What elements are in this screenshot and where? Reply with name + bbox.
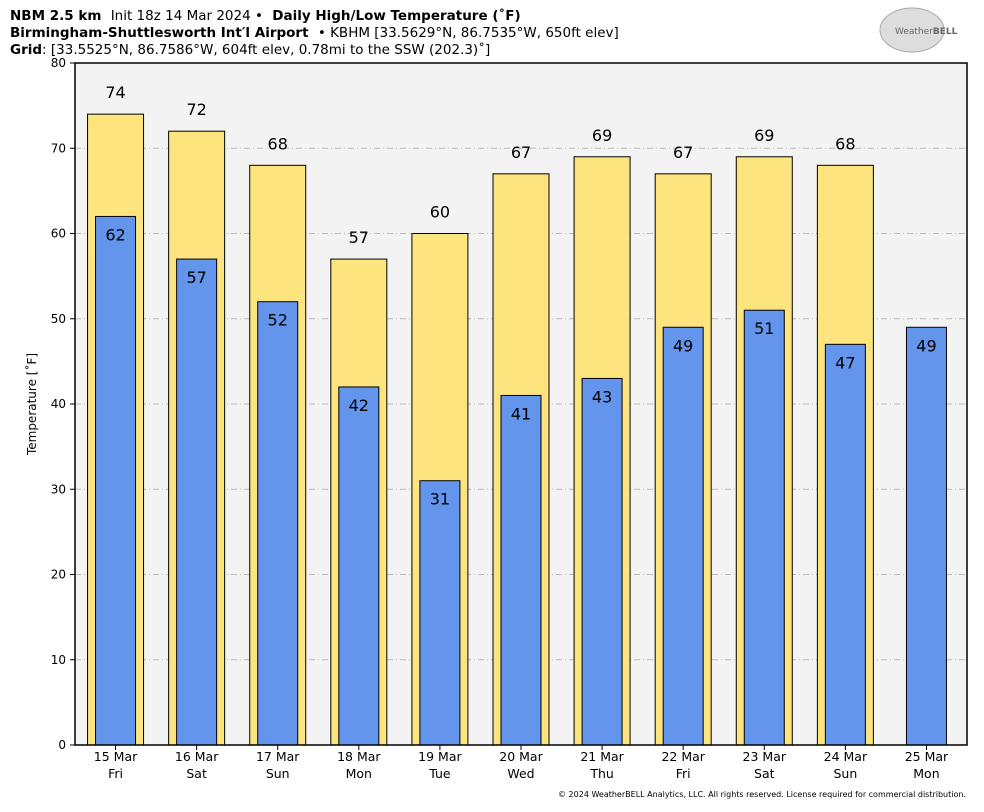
data-label: 67 bbox=[511, 143, 531, 162]
data-label: 62 bbox=[105, 225, 125, 244]
subtitle-part: Birmingham-Shuttlesworth Int′l Airport bbox=[10, 25, 309, 41]
y-tick-label: 0 bbox=[58, 738, 66, 752]
data-label: 42 bbox=[349, 396, 369, 415]
x-tick-label: 20 Mar bbox=[499, 749, 543, 764]
y-axis-label: Temperature [˚F] bbox=[24, 353, 39, 456]
x-tick-label: 21 Mar bbox=[580, 749, 624, 764]
grid-info: Grid: [33.5525°N, 86.7586°W, 604ft elev,… bbox=[10, 41, 490, 58]
data-label: 72 bbox=[186, 100, 206, 119]
x-tick-sublabel: Sun bbox=[833, 766, 857, 781]
logo-part: BELL bbox=[933, 27, 958, 37]
x-tick-sublabel: Sat bbox=[754, 766, 775, 781]
grid-info-part: Grid bbox=[10, 42, 42, 58]
bar bbox=[500, 394, 542, 746]
x-tick-sublabel: Fri bbox=[676, 766, 691, 781]
credit: © 2024 WeatherBELL Analytics, LLC. All r… bbox=[558, 790, 966, 799]
x-tick-sublabel: Sun bbox=[266, 766, 290, 781]
plot-frame bbox=[74, 62, 968, 746]
x-tick-label: 18 Mar bbox=[337, 749, 381, 764]
x-tick-sublabel: Wed bbox=[507, 766, 534, 781]
x-tick-sublabel: Tue bbox=[428, 766, 451, 781]
x-tick-label: 15 Mar bbox=[94, 749, 138, 764]
subtitle-part: • KBHM [33.5629°N, 86.7535°W, 650ft elev… bbox=[318, 25, 619, 41]
title: NBM 2.5 km Init 18z 14 Mar 2024 • Daily … bbox=[10, 7, 521, 24]
bar bbox=[905, 326, 947, 746]
data-label: 67 bbox=[673, 143, 693, 162]
y-tick-label: 10 bbox=[51, 653, 66, 667]
bar bbox=[662, 326, 704, 746]
logo-shape bbox=[879, 7, 945, 53]
data-label: 69 bbox=[754, 126, 774, 145]
y-tick-label: 20 bbox=[51, 568, 66, 582]
x-tick-label: 24 Mar bbox=[824, 749, 868, 764]
y-tick-label: 50 bbox=[51, 312, 66, 326]
bar bbox=[743, 309, 785, 746]
bar bbox=[257, 301, 299, 746]
x-tick-sublabel: Sat bbox=[186, 766, 207, 781]
bar bbox=[338, 386, 380, 746]
plot: 0 10 20 30 40 50 60 70 80 15 Mar Fri 16 Mar Sat 17 Ma… bbox=[51, 56, 967, 781]
x-tick-sublabel: Fri bbox=[108, 766, 123, 781]
bar bbox=[419, 480, 461, 746]
logo-part: Weather bbox=[895, 27, 933, 37]
data-label: 47 bbox=[835, 353, 855, 372]
x-tick-label: 19 Mar bbox=[418, 749, 462, 764]
y-tick-label: 80 bbox=[51, 56, 66, 70]
x-tick-sublabel: Thu bbox=[589, 766, 613, 781]
data-label: 57 bbox=[349, 228, 369, 247]
bar bbox=[176, 258, 218, 746]
x-tick-label: 17 Mar bbox=[256, 749, 300, 764]
data-label: 49 bbox=[916, 336, 936, 355]
data-label: 49 bbox=[673, 336, 693, 355]
bar bbox=[824, 343, 866, 746]
data-label: 51 bbox=[754, 319, 774, 338]
y-tick-label: 60 bbox=[51, 227, 66, 241]
title-part: Init 18z 14 Mar 2024 • bbox=[111, 8, 263, 24]
data-label: 69 bbox=[592, 126, 612, 145]
data-label: 60 bbox=[430, 203, 450, 222]
data-label: 57 bbox=[186, 268, 206, 287]
data-label: 52 bbox=[268, 311, 288, 330]
x-tick-label: 22 Mar bbox=[661, 749, 705, 764]
data-label: 43 bbox=[592, 387, 612, 406]
x-tick-label: 23 Mar bbox=[743, 749, 787, 764]
bar bbox=[95, 215, 137, 746]
logo-text: WeatherBELL bbox=[895, 27, 958, 37]
x-tick-sublabel: Mon bbox=[346, 766, 372, 781]
y-tick-label: 30 bbox=[51, 482, 66, 496]
x-tick-label: 25 Mar bbox=[905, 749, 949, 764]
title-part: NBM 2.5 km bbox=[10, 8, 101, 24]
data-label: 68 bbox=[268, 134, 288, 153]
data-label: 31 bbox=[430, 490, 450, 509]
subtitle: Birmingham-Shuttlesworth Int′l Airport •… bbox=[10, 25, 619, 41]
title-part: Daily High/Low Temperature (˚F) bbox=[272, 7, 520, 24]
data-label: 74 bbox=[105, 83, 125, 102]
grid-info-part: : [33.5525°N, 86.7586°W, 604ft elev, 0.7… bbox=[42, 41, 490, 58]
x-tick-sublabel: Mon bbox=[913, 766, 939, 781]
logo: WeatherBELL bbox=[879, 7, 958, 53]
bar bbox=[581, 377, 623, 746]
data-label: 68 bbox=[835, 134, 855, 153]
y-tick-label: 70 bbox=[51, 141, 66, 155]
data-label: 41 bbox=[511, 404, 531, 423]
y-tick-label: 40 bbox=[51, 397, 66, 411]
x-tick-label: 16 Mar bbox=[175, 749, 219, 764]
